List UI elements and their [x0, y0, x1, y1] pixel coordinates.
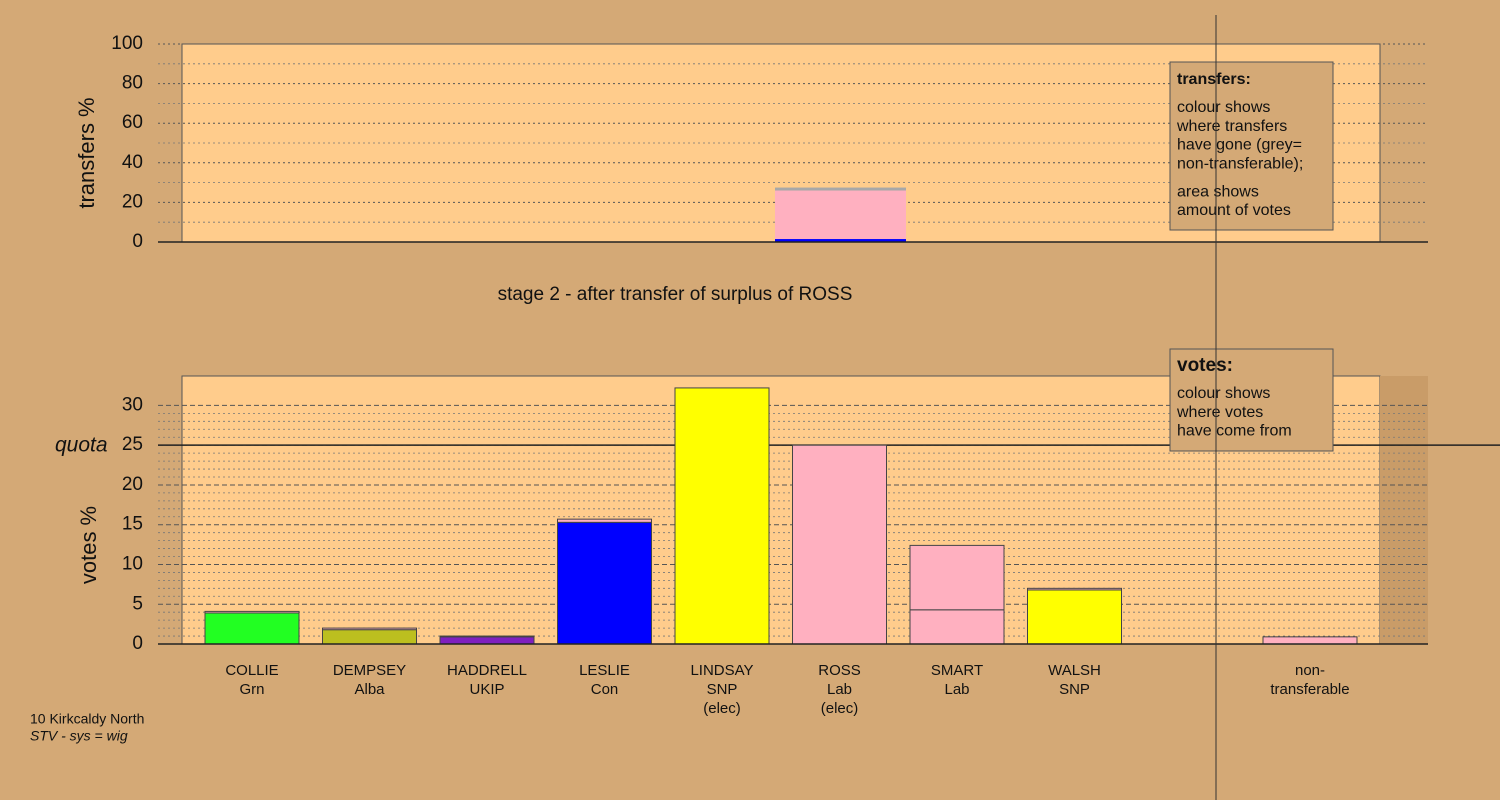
legend-text: amount of votes [1177, 202, 1291, 219]
y-tick-label: 15 [122, 514, 143, 535]
legend-text: non-transferable); [1177, 155, 1303, 172]
legend-text: colour shows [1177, 385, 1270, 402]
legend-box [1169, 61, 1334, 231]
bar-segment [775, 187, 906, 191]
x-tick-label: LINDSAY [690, 662, 753, 679]
legend-box [1169, 348, 1334, 452]
x-tick-label: DEMPSEY [333, 662, 406, 679]
footer: STV - sys = wig [30, 728, 128, 744]
x-tick-label: Con [591, 681, 619, 698]
bar-segment [1027, 589, 1122, 645]
y-tick-label: 25 [122, 434, 143, 455]
legend-text: where transfers [1176, 118, 1287, 135]
plot-shade [1380, 376, 1428, 644]
bar-segment [792, 444, 887, 645]
x-tick-label: SMART [931, 662, 983, 679]
x-tick-label: COLLIE [225, 662, 278, 679]
y-tick-label: 20 [122, 474, 143, 495]
x-tick-label: Lab [827, 681, 852, 698]
bar-segment [439, 636, 535, 645]
bar-segment [775, 239, 906, 242]
bar-segment [775, 190, 906, 240]
legend-text: colour shows [1177, 99, 1270, 116]
bar-segment [557, 521, 652, 645]
y-tick-label: 5 [132, 593, 143, 614]
x-tick-label: ROSS [818, 662, 861, 679]
legend-title: transfers: [1177, 71, 1251, 88]
y-tick-label: 60 [122, 112, 143, 133]
y-axis-label: votes % [76, 506, 101, 584]
legend-text: area shows [1177, 184, 1259, 201]
bar-segment [674, 387, 770, 645]
x-tick-label: Alba [354, 681, 385, 698]
y-tick-label: 0 [132, 633, 143, 654]
bar-segment [909, 609, 1005, 645]
bar-segment [204, 612, 300, 645]
x-tick-label: SNP [1059, 681, 1090, 698]
y-axis-label: transfers % [74, 97, 99, 208]
y-tick-label: 100 [111, 33, 143, 54]
x-tick-label: UKIP [469, 681, 504, 698]
x-tick-label: (elec) [821, 700, 859, 717]
quota-label: quota [55, 434, 108, 457]
legend-text: have gone (grey= [1177, 137, 1302, 154]
x-tick-label: transferable [1270, 681, 1349, 698]
x-tick-label: HADDRELL [447, 662, 527, 679]
x-tick-label: Grn [239, 681, 264, 698]
legend-text: where votes [1176, 404, 1263, 421]
bar-segment [439, 635, 535, 638]
bar-segment [1027, 587, 1122, 591]
chart-title: stage 2 - after transfer of surplus of R… [498, 284, 853, 305]
bar-segment [322, 627, 417, 631]
y-tick-label: 40 [122, 152, 143, 173]
legend-title: votes: [1177, 355, 1233, 376]
x-tick-label: Lab [944, 681, 969, 698]
y-tick-label: 0 [132, 231, 143, 252]
footer: 10 Kirkcaldy North [30, 711, 144, 727]
y-tick-label: 80 [122, 73, 143, 94]
x-tick-label: LESLIE [579, 662, 630, 679]
y-tick-label: 10 [122, 553, 143, 574]
bar-segment [1262, 636, 1358, 645]
x-tick-label: WALSH [1048, 662, 1101, 679]
bar-segment [557, 518, 652, 523]
y-tick-label: 30 [122, 394, 143, 415]
y-tick-label: 20 [122, 191, 143, 212]
x-tick-label: (elec) [703, 700, 741, 717]
bar-segment [322, 629, 417, 645]
legend-text: have come from [1177, 423, 1292, 440]
bar-segment [909, 544, 1005, 611]
x-tick-label: non- [1295, 662, 1325, 679]
bar-segment [204, 610, 300, 614]
x-tick-label: SNP [707, 681, 738, 698]
